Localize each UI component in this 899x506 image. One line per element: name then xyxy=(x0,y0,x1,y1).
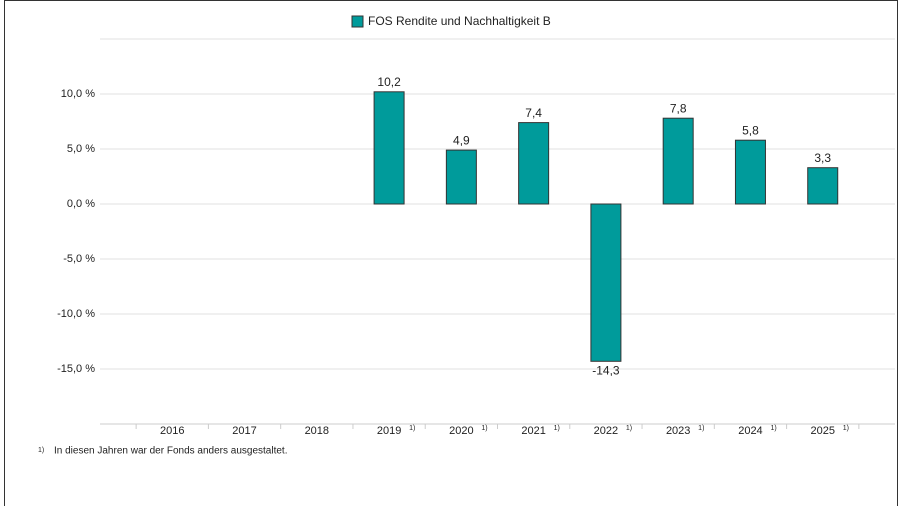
bar xyxy=(445,149,477,205)
footnote-mark: 1) xyxy=(770,425,776,432)
x-tick-label: 2018 xyxy=(305,425,329,437)
data-label: 4,9 xyxy=(453,133,470,147)
x-tick-label: 2023 xyxy=(666,425,690,437)
y-tick-label: -10,0 % xyxy=(57,308,95,320)
footnote-mark: 1) xyxy=(481,425,487,432)
footnote-mark: 1) xyxy=(843,425,849,432)
y-tick-label: 10,0 % xyxy=(61,88,95,100)
footnote-mark: 1) xyxy=(409,425,415,432)
footnote-mark: 1) xyxy=(554,425,560,432)
footnote-mark: 1) xyxy=(698,425,704,432)
bar xyxy=(662,117,694,205)
x-tick-label: 2024 xyxy=(738,425,762,437)
x-tick-label: 2025 xyxy=(810,425,834,437)
data-label: 10,2 xyxy=(377,75,401,89)
y-tick-label: -15,0 % xyxy=(57,363,95,375)
x-tick-label: 2017 xyxy=(232,425,256,437)
bar xyxy=(807,167,839,205)
footnote-mark: 1) xyxy=(626,425,632,432)
bar xyxy=(373,91,405,205)
data-label: 3,3 xyxy=(814,151,831,165)
data-label: 7,4 xyxy=(525,106,542,120)
y-tick-label: 5,0 % xyxy=(67,143,95,155)
data-label: -14,3 xyxy=(592,363,620,377)
legend-swatch xyxy=(351,15,364,28)
frame xyxy=(4,0,898,506)
legend-label: FOS Rendite und Nachhaltigkeit B xyxy=(368,14,551,28)
bar xyxy=(590,203,622,362)
bar xyxy=(734,139,766,205)
footnote: In diesen Jahren war der Fonds anders au… xyxy=(54,446,287,457)
data-label: 5,8 xyxy=(742,123,759,137)
x-tick-label: 2019 xyxy=(377,425,401,437)
y-tick-label: 0,0 % xyxy=(67,198,95,210)
footnote-mark: 1) xyxy=(38,447,44,454)
bar xyxy=(518,122,550,205)
x-tick-label: 2021 xyxy=(521,425,545,437)
x-tick-label: 2020 xyxy=(449,425,473,437)
x-tick-label: 2016 xyxy=(160,425,184,437)
y-tick-label: -5,0 % xyxy=(63,253,95,265)
data-label: 7,8 xyxy=(670,101,687,115)
x-tick-label: 2022 xyxy=(594,425,618,437)
